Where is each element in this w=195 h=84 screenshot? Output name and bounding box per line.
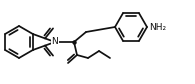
Text: N: N	[52, 37, 58, 47]
Text: NH₂: NH₂	[149, 23, 166, 32]
